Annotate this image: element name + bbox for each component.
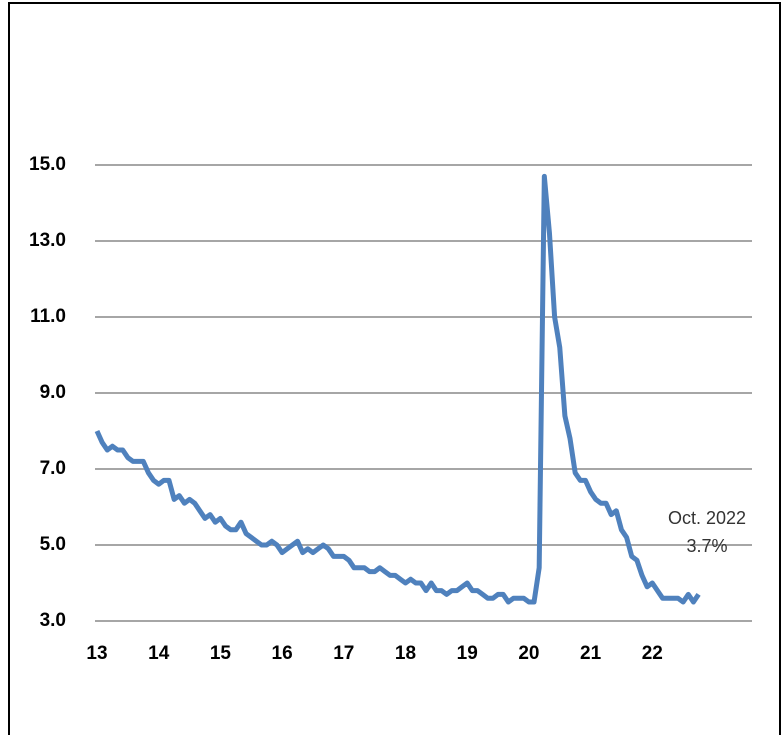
data-line xyxy=(94,173,701,605)
x-tick-label: 20 xyxy=(518,643,539,664)
y-tick-label: 13.0 xyxy=(29,230,66,251)
y-tick-label: 11.0 xyxy=(30,306,66,327)
y-tick-label: 7.0 xyxy=(40,458,66,479)
y-tick-label: 15.0 xyxy=(29,154,66,175)
x-tick-label: 18 xyxy=(395,643,416,664)
annotation: 3.7% xyxy=(686,536,727,556)
x-tick-label: 19 xyxy=(457,643,478,664)
x-tick-label: 17 xyxy=(333,643,354,664)
annotation: Oct. 2022 xyxy=(668,508,746,528)
x-tick-label: 15 xyxy=(210,643,232,664)
frame xyxy=(8,2,781,735)
y-tick-label: 5.0 xyxy=(40,534,66,555)
x-tick-label: 16 xyxy=(272,643,293,664)
y-tick-label: 3.0 xyxy=(40,610,66,631)
x-tick-label: 13 xyxy=(86,643,107,664)
x-tick-label: 22 xyxy=(642,643,663,664)
y-tick-label: 9.0 xyxy=(40,382,66,403)
x-tick-label: 14 xyxy=(148,643,170,664)
x-tick-label: 21 xyxy=(580,643,602,664)
